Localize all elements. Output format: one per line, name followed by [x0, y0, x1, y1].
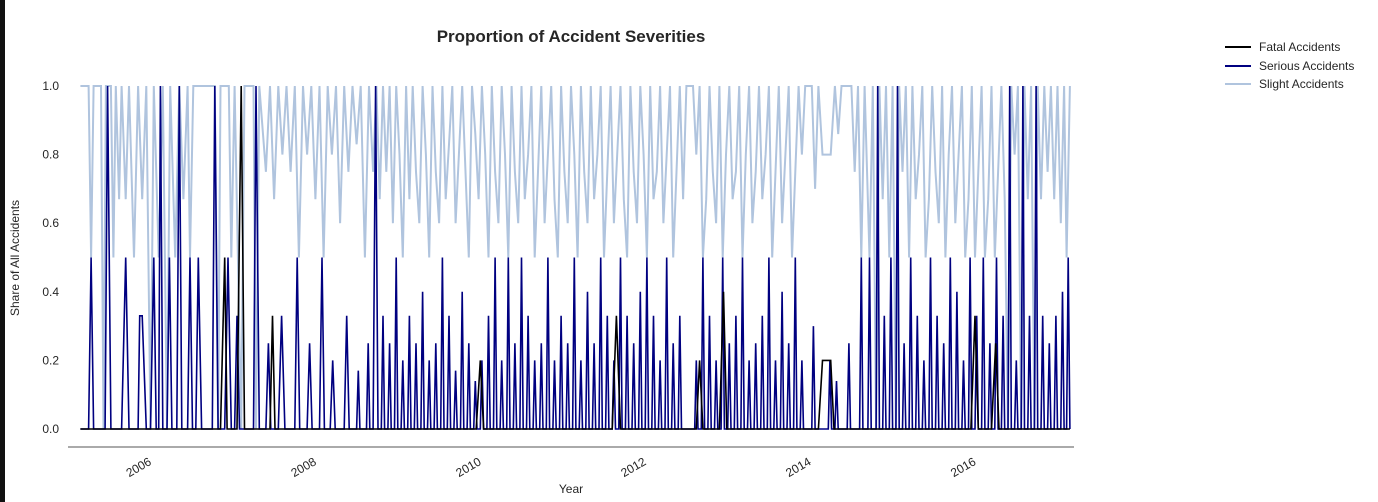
series-line-slight-accidents	[80, 85, 1071, 430]
legend-swatch	[1225, 46, 1251, 49]
x-tick-label: 2006	[124, 454, 154, 480]
y-tick-label: 0.6	[42, 216, 59, 230]
legend-label: Slight Accidents	[1259, 77, 1344, 92]
left-edge-bar	[0, 0, 5, 502]
y-tick-label: 0.0	[42, 422, 59, 436]
legend-item-fatal-accidents: Fatal Accidents	[1225, 38, 1354, 57]
x-axis-label: Year	[559, 482, 583, 496]
x-tick-label: 2016	[948, 454, 978, 480]
legend-item-slight-accidents: Slight Accidents	[1225, 75, 1354, 94]
legend-swatch	[1225, 64, 1251, 67]
chart-title: Proportion of Accident Severities	[437, 27, 706, 46]
y-tick-labels: 0.0 0.2 0.4 0.6 0.8 1.0	[42, 79, 59, 436]
series-group	[80, 85, 1071, 430]
y-tick-label: 1.0	[42, 79, 59, 93]
x-tick-labels: 2006 2008 2010 2012 2014 2016	[124, 454, 979, 480]
legend-swatch	[1225, 83, 1251, 86]
y-tick-label: 0.4	[42, 285, 59, 299]
legend-label: Serious Accidents	[1259, 58, 1355, 73]
x-tick-label: 2014	[783, 454, 813, 480]
x-tick-label: 2008	[289, 454, 319, 480]
legend-label: Fatal Accidents	[1259, 40, 1341, 55]
y-axis-label: Share of All Accidents	[8, 200, 22, 316]
x-tick-label: 2010	[453, 454, 483, 480]
legend: Fatal Accidents Serious Accidents Slight A…	[1225, 38, 1354, 94]
y-tick-label: 0.2	[42, 353, 59, 367]
x-tick-label: 2012	[618, 454, 648, 480]
legend-item-serious-accidents: Serious Accidents	[1225, 57, 1354, 76]
series-line-fatal-accidents	[80, 85, 1070, 430]
y-tick-label: 0.8	[42, 148, 59, 162]
